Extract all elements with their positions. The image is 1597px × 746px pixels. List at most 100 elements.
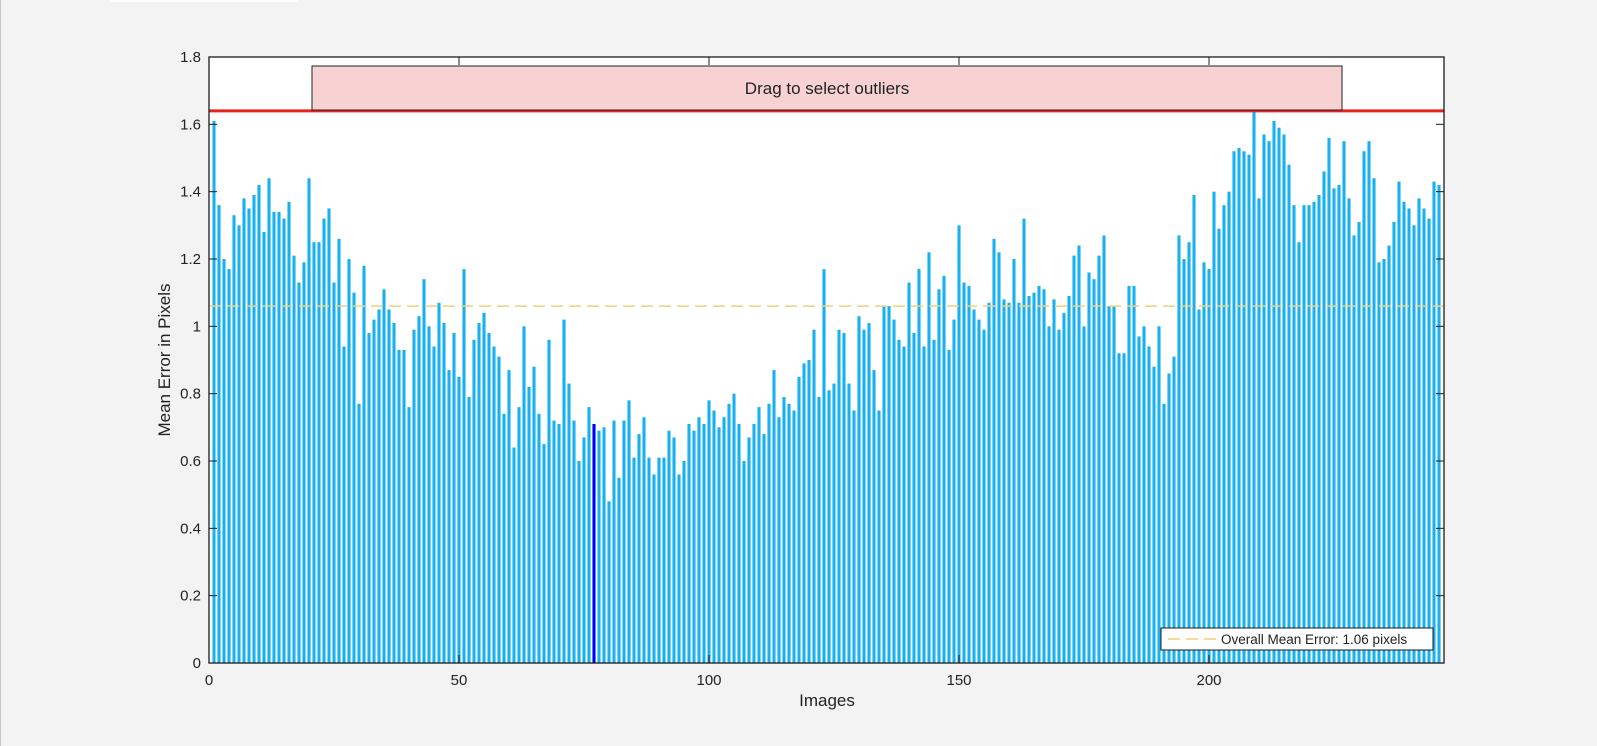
bar[interactable] xyxy=(1012,259,1016,663)
bar[interactable] xyxy=(512,447,516,663)
bar[interactable] xyxy=(952,319,956,663)
bar[interactable] xyxy=(812,329,816,663)
bar[interactable] xyxy=(1252,110,1256,664)
bar[interactable] xyxy=(1162,403,1166,663)
bar[interactable] xyxy=(1227,191,1231,664)
drag-banner-box[interactable] xyxy=(311,65,1343,111)
bar[interactable] xyxy=(1392,221,1396,663)
drag-banner-text[interactable]: Drag to select outliers xyxy=(745,79,909,98)
bar[interactable] xyxy=(382,289,386,663)
bar[interactable] xyxy=(1307,205,1311,663)
bar[interactable] xyxy=(622,420,626,663)
bar[interactable] xyxy=(712,410,716,664)
bar[interactable] xyxy=(1387,245,1391,663)
bar[interactable] xyxy=(522,326,526,663)
bar[interactable] xyxy=(537,413,541,663)
bar[interactable] xyxy=(602,427,606,663)
bar[interactable] xyxy=(1177,235,1181,663)
bar[interactable] xyxy=(607,501,611,663)
bar[interactable] xyxy=(322,218,326,663)
bar[interactable] xyxy=(467,397,471,663)
bar[interactable] xyxy=(297,282,301,663)
bar[interactable] xyxy=(977,319,981,663)
bar[interactable] xyxy=(767,403,771,663)
bar[interactable] xyxy=(277,211,281,663)
bar[interactable] xyxy=(897,339,901,663)
bar[interactable] xyxy=(777,417,781,663)
bar[interactable] xyxy=(532,366,536,663)
bar[interactable] xyxy=(1212,191,1216,664)
bar[interactable] xyxy=(547,339,551,663)
bar[interactable] xyxy=(1332,188,1336,664)
bar[interactable] xyxy=(1412,225,1416,663)
bar[interactable] xyxy=(312,242,316,664)
bar[interactable] xyxy=(372,319,376,663)
bar[interactable] xyxy=(647,457,651,663)
bar[interactable] xyxy=(307,178,311,663)
bar[interactable] xyxy=(652,474,656,663)
bar[interactable] xyxy=(667,430,671,663)
bar[interactable] xyxy=(257,184,261,663)
bar[interactable] xyxy=(1237,147,1241,663)
bar[interactable] xyxy=(1337,184,1341,663)
bar[interactable] xyxy=(1052,299,1056,663)
bar[interactable] xyxy=(287,201,291,663)
bar[interactable] xyxy=(752,423,756,663)
bar[interactable] xyxy=(412,329,416,663)
bar[interactable] xyxy=(937,289,941,663)
bar[interactable] xyxy=(242,198,246,663)
bar[interactable] xyxy=(487,333,491,663)
bar[interactable] xyxy=(1157,326,1161,663)
bar[interactable] xyxy=(227,269,231,663)
bar[interactable] xyxy=(1207,269,1211,663)
bar[interactable] xyxy=(1352,235,1356,663)
bar[interactable] xyxy=(872,370,876,663)
bar[interactable] xyxy=(337,238,341,664)
bar[interactable] xyxy=(677,474,681,663)
bar[interactable] xyxy=(442,322,446,663)
bar[interactable] xyxy=(1007,302,1011,663)
bar[interactable] xyxy=(1187,242,1191,664)
outlier-drag-banner[interactable]: Drag to select outliers xyxy=(311,65,1343,111)
bar[interactable] xyxy=(1192,195,1196,663)
bar[interactable] xyxy=(1287,164,1291,664)
bar[interactable] xyxy=(567,383,571,663)
bar[interactable] xyxy=(462,269,466,663)
bar[interactable] xyxy=(747,437,751,663)
bar[interactable] xyxy=(332,282,336,663)
bar[interactable] xyxy=(1357,221,1361,663)
bar[interactable] xyxy=(357,403,361,663)
bar[interactable] xyxy=(427,326,431,663)
bar[interactable] xyxy=(1247,154,1251,663)
bar[interactable] xyxy=(247,208,251,664)
bar[interactable] xyxy=(212,120,216,664)
bar[interactable] xyxy=(797,376,801,663)
bar[interactable] xyxy=(1072,255,1076,663)
bar[interactable] xyxy=(347,259,351,663)
bar[interactable] xyxy=(1002,299,1006,663)
bar[interactable] xyxy=(962,282,966,663)
bar[interactable] xyxy=(1122,353,1126,663)
bar[interactable] xyxy=(367,333,371,663)
bar[interactable] xyxy=(842,333,846,663)
bar[interactable] xyxy=(1167,373,1171,663)
bar[interactable] xyxy=(1017,302,1021,663)
bar[interactable] xyxy=(1182,259,1186,663)
bar[interactable] xyxy=(392,322,396,663)
bar[interactable] xyxy=(292,255,296,663)
bar[interactable] xyxy=(807,360,811,663)
bar[interactable] xyxy=(1067,296,1071,663)
selected-bar[interactable] xyxy=(592,423,596,663)
bar[interactable] xyxy=(717,427,721,663)
bar[interactable] xyxy=(342,346,346,663)
bar[interactable] xyxy=(482,312,486,663)
bar[interactable] xyxy=(1102,235,1106,663)
bar[interactable] xyxy=(662,457,666,663)
bar[interactable] xyxy=(857,316,861,663)
bar[interactable] xyxy=(377,309,381,664)
bar[interactable] xyxy=(837,329,841,663)
bar[interactable] xyxy=(557,423,561,663)
bar[interactable] xyxy=(612,420,616,663)
bar[interactable] xyxy=(272,211,276,663)
